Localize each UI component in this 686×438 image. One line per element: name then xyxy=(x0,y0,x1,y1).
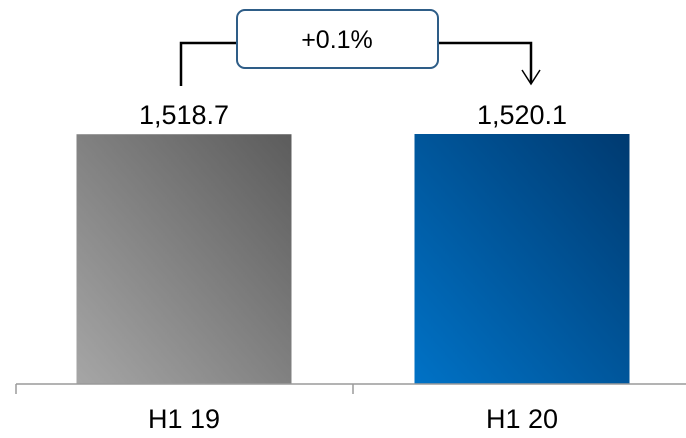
value-label-h1-19: 1,518.7 xyxy=(139,100,229,130)
bar-h1-19 xyxy=(76,134,292,384)
change-connector-right xyxy=(438,41,533,83)
change-connector-left xyxy=(179,41,237,86)
bar-h1-20 xyxy=(414,134,630,384)
category-label-h1-19: H1 19 xyxy=(148,404,220,434)
change-label: +0.1% xyxy=(301,26,373,54)
value-label-h1-20: 1,520.1 xyxy=(477,100,567,130)
arrow-head-icon xyxy=(521,69,541,86)
change-box xyxy=(236,9,439,69)
category-label-h1-20: H1 20 xyxy=(486,404,558,434)
